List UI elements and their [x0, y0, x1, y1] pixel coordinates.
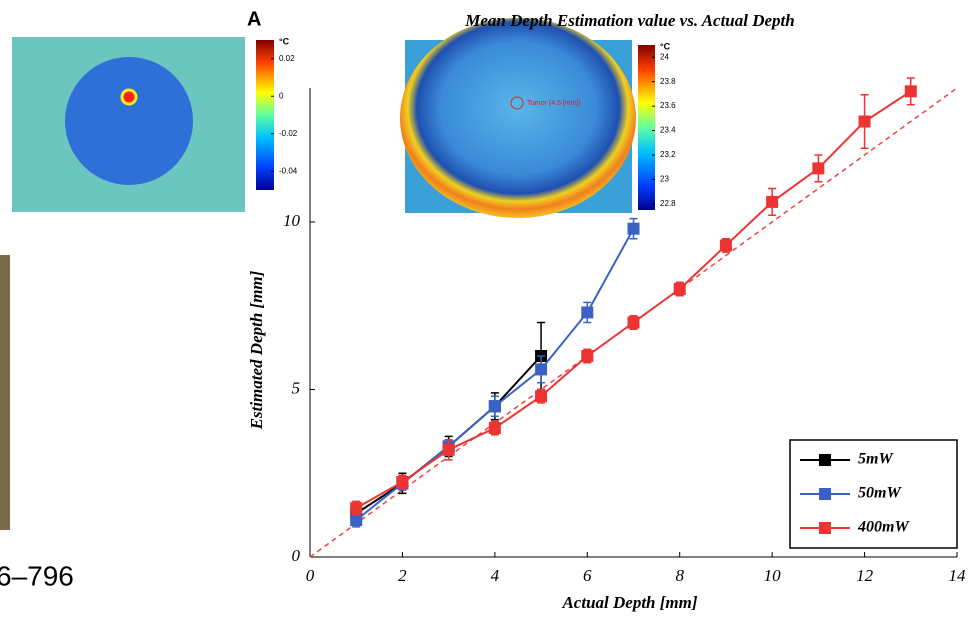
colorbar-tick-label: 23.6: [660, 101, 676, 110]
marker: [350, 514, 363, 527]
x-tick-label: 14: [949, 566, 967, 585]
colorbar: [256, 40, 274, 190]
inset-marker: [510, 96, 524, 110]
inset-disc: [65, 57, 193, 185]
marker: [581, 350, 594, 362]
legend-marker: [819, 454, 831, 466]
photo-edge: [0, 255, 10, 530]
inset-annotation: Tumor (4.5 [mm]): [527, 100, 581, 107]
y-tick-label: 5: [292, 378, 301, 397]
x-tick-label: 4: [491, 566, 500, 585]
y-axis-label: Estimated Depth [mm]: [247, 270, 266, 430]
marker: [673, 283, 686, 295]
x-tick-label: 0: [306, 566, 315, 585]
colorbar-tick-label: 24: [660, 52, 669, 61]
marker: [535, 363, 548, 376]
colorbar-tick-label: -0.02: [279, 129, 298, 138]
y-tick-label: 0: [292, 546, 301, 565]
x-tick-label: 2: [398, 566, 407, 585]
chart-title: Mean Depth Estimation value vs. Actual D…: [464, 11, 794, 30]
marker: [858, 115, 871, 128]
marker: [442, 443, 455, 456]
x-tick-label: 6: [583, 566, 592, 585]
inset-right: Tumor (4.5 [mm]): [400, 18, 655, 218]
inset-hotspot: [120, 88, 138, 106]
colorbar-tick-label: 23: [660, 175, 669, 184]
colorbar-tick-label: -0.04: [279, 166, 298, 175]
legend-label: 400mW: [857, 519, 910, 536]
colorbar: [638, 45, 655, 210]
marker: [581, 306, 594, 319]
marker: [904, 85, 917, 98]
marker: [535, 390, 548, 403]
plot: Estimated Depth [mm] 0 2 4 6 8 10 12 14 0 5 10 5mW 50…: [247, 77, 967, 585]
panel-label: A: [247, 8, 261, 30]
x-tick-label: 12: [856, 566, 874, 585]
series-line: [355, 355, 542, 515]
legend-marker: [819, 488, 831, 500]
inset-ring: [400, 18, 636, 218]
marker: [350, 502, 363, 515]
colorbar-tick-label: 23.8: [660, 77, 676, 86]
x-tick-label: 10: [764, 566, 782, 585]
y-tick-label: 10: [283, 211, 301, 230]
colorbar-tick-label: 23.4: [660, 126, 676, 135]
colorbar-tick-label: 0.02: [279, 54, 295, 63]
legend-box: [789, 439, 958, 549]
caption: 6–796: [0, 560, 74, 591]
x-tick-label: 8: [675, 566, 684, 585]
colorbar-tick-label: 0: [279, 91, 284, 100]
marker: [396, 475, 409, 488]
legend-label: 5mW: [858, 451, 894, 468]
legend-label: 50mW: [858, 485, 902, 502]
marker: [812, 162, 825, 175]
colorbar-unit: °C: [279, 36, 290, 46]
colorbar-unit: °C: [660, 41, 671, 51]
marker: [766, 195, 779, 208]
marker: [627, 316, 640, 329]
legend-marker: [819, 522, 831, 534]
marker: [488, 400, 501, 413]
inset-left: [12, 37, 274, 212]
colorbar-tick-label: 23.2: [660, 150, 676, 159]
marker: [719, 239, 732, 252]
colorbar-tick-label: 22.8: [660, 199, 676, 208]
marker: [488, 422, 501, 435]
marker: [627, 222, 640, 235]
x-axis-label: Actual Depth [mm]: [561, 593, 697, 612]
